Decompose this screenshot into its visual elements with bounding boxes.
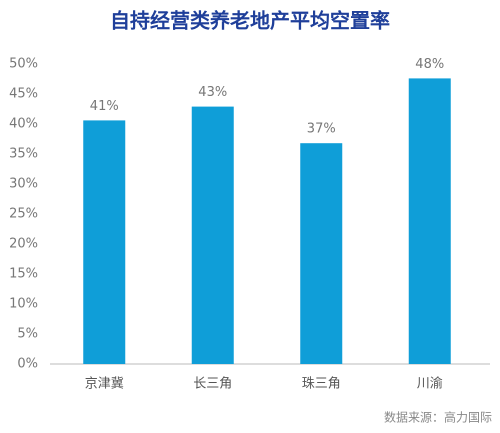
bar — [300, 143, 343, 364]
value-label: 37% — [307, 122, 336, 137]
x-tick-label: 长三角 — [193, 377, 232, 392]
y-tick-label: 20% — [9, 237, 38, 252]
source-note: 数据来源：高力国际 — [384, 410, 492, 425]
y-tick-label: 30% — [9, 177, 38, 192]
value-label: 43% — [198, 85, 227, 100]
y-tick-label: 45% — [9, 87, 38, 102]
y-tick-label: 50% — [9, 57, 38, 72]
bar — [83, 120, 126, 365]
y-tick-label: 15% — [9, 267, 38, 282]
y-tick-label: 40% — [9, 117, 38, 132]
y-tick-label: 10% — [9, 297, 38, 312]
x-tick-label: 珠三角 — [302, 377, 341, 392]
y-tick-label: 0% — [17, 357, 38, 372]
bar — [191, 106, 234, 364]
chart-title: 自持经营类养老地产平均空置率 — [110, 9, 390, 33]
value-label: 41% — [90, 99, 119, 114]
y-tick-label: 35% — [9, 147, 38, 162]
y-tick-label: 25% — [9, 207, 38, 222]
value-label: 48% — [415, 57, 444, 72]
bar — [408, 78, 451, 365]
x-tick-label: 川渝 — [417, 376, 443, 392]
y-tick-label: 5% — [17, 327, 38, 342]
x-tick-label: 京津冀 — [85, 376, 124, 392]
